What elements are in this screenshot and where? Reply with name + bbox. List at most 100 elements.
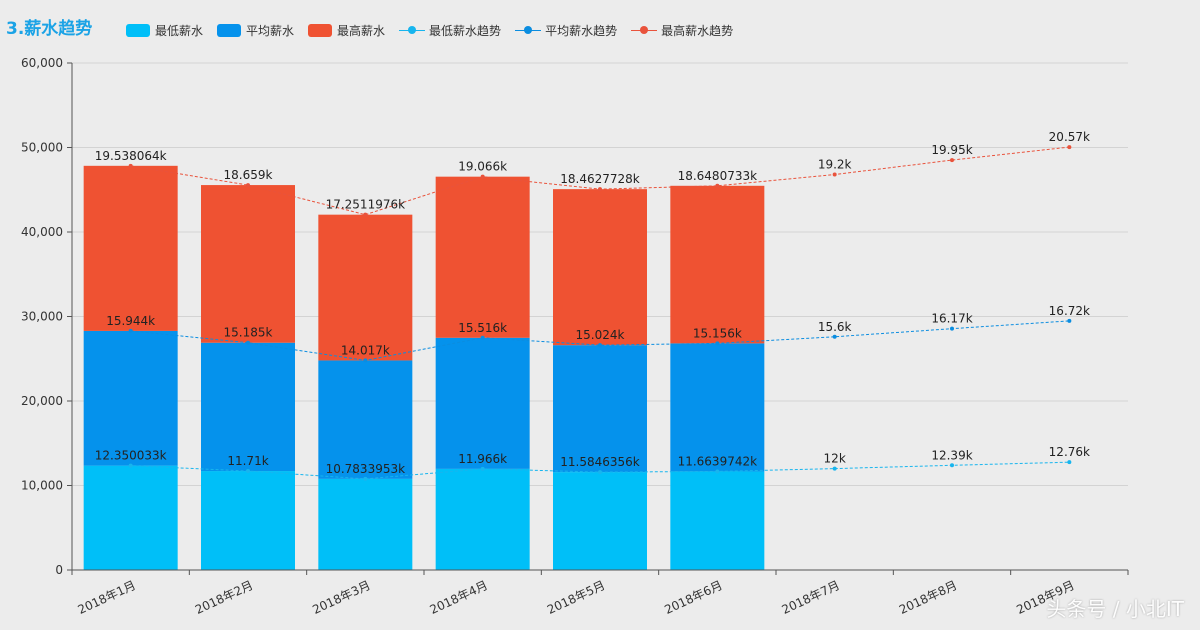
trend-point <box>363 358 368 363</box>
data-label: 14.017k <box>341 343 390 357</box>
bar-平均薪水 <box>670 343 765 472</box>
legend-item[interactable]: 最高薪水 <box>308 22 385 39</box>
trend-point <box>1067 460 1072 465</box>
y-tick-label: 30,000 <box>21 310 63 324</box>
bar-最高薪水 <box>553 189 647 346</box>
legend-item[interactable]: 平均薪水 <box>217 22 294 39</box>
trend-point <box>950 158 954 163</box>
x-tick-label: 2018年5月 <box>545 578 607 617</box>
data-label: 12k <box>824 452 846 466</box>
x-tick-label: 2018年7月 <box>780 578 842 617</box>
trend-point <box>1067 145 1072 150</box>
bar-平均薪水 <box>318 360 413 479</box>
x-tick-label: 2018年1月 <box>76 578 138 617</box>
bar-平均薪水 <box>553 345 647 473</box>
data-label: 19.066k <box>458 160 507 174</box>
trend-point <box>128 328 133 333</box>
trend-point <box>246 340 250 345</box>
bar-最低薪水 <box>553 472 647 570</box>
legend-label: 最低薪水 <box>155 24 204 38</box>
legend-item[interactable]: 最高薪水趋势 <box>631 22 733 39</box>
data-label: 15.944k <box>106 314 155 328</box>
data-label: 11.5846356k <box>560 455 640 469</box>
trend-point <box>246 183 250 188</box>
bar-最高薪水 <box>318 214 413 361</box>
y-tick-label: 50,000 <box>21 141 63 155</box>
legend-label: 平均薪水 <box>246 24 295 38</box>
trend-point <box>832 466 837 471</box>
x-tick-label: 2018年3月 <box>310 578 372 617</box>
trend-point <box>128 163 133 168</box>
y-tick-label: 10,000 <box>21 479 63 493</box>
data-label: 19.2k <box>818 158 852 172</box>
bar-最高薪水 <box>201 185 295 343</box>
x-tick-label: 2018年6月 <box>662 578 724 617</box>
data-label: 11.6639742k <box>678 454 758 468</box>
trend-point <box>832 172 837 177</box>
bar-平均薪水 <box>83 330 178 466</box>
data-label: 11.966k <box>458 452 507 466</box>
data-label: 12.350033k <box>95 449 167 463</box>
bar-最高薪水 <box>435 176 530 338</box>
trend-point <box>363 476 368 481</box>
data-label: 19.95k <box>931 143 972 157</box>
x-tick-label: 2018年4月 <box>428 578 490 617</box>
data-label: 15.024k <box>576 328 625 342</box>
trend-line <box>130 320 1070 361</box>
legend-swatch <box>515 24 542 37</box>
y-tick-label: 60,000 <box>21 56 63 70</box>
trend-point <box>246 469 250 474</box>
y-tick-label: 20,000 <box>21 394 63 408</box>
trend-point <box>363 212 368 217</box>
trend-point <box>480 335 485 340</box>
data-label: 12.76k <box>1049 445 1090 459</box>
legend-swatch <box>308 24 333 37</box>
data-label: 18.659k <box>224 168 273 182</box>
data-label: 18.4627728k <box>560 172 640 186</box>
legend-swatch <box>399 24 426 37</box>
data-label: 18.6480733k <box>678 169 758 183</box>
legend-label: 平均薪水趋势 <box>545 24 618 38</box>
data-label: 12.39k <box>931 448 972 462</box>
data-label: 15.6k <box>818 320 852 334</box>
trend-point <box>598 187 602 192</box>
data-label: 15.185k <box>224 326 273 340</box>
x-tick-label: 2018年8月 <box>897 578 959 617</box>
trend-point <box>128 463 133 468</box>
bar-最低薪水 <box>435 468 530 570</box>
legend-label: 最高薪水 <box>337 24 386 38</box>
x-tick-label: 2018年2月 <box>193 578 255 617</box>
legend: 最低薪水 平均薪水 最高薪水 最低薪水趋势 平均薪水趋势 最高薪水趋势 <box>126 22 739 39</box>
legend-swatch <box>126 24 150 37</box>
bar-平均薪水 <box>201 342 295 472</box>
trend-point <box>1067 318 1072 323</box>
data-label: 15.156k <box>693 326 742 340</box>
legend-swatch <box>631 24 658 37</box>
legend-item[interactable]: 最低薪水趋势 <box>399 22 501 39</box>
bar-最低薪水 <box>83 465 178 570</box>
trend-point <box>832 334 837 339</box>
trend-point <box>950 326 954 331</box>
data-label: 19.538064k <box>95 149 167 163</box>
data-label: 15.516k <box>458 321 507 335</box>
data-label: 16.17k <box>931 312 972 326</box>
bar-最高薪水 <box>670 185 765 344</box>
data-label: 17.2511976k <box>326 198 406 212</box>
trend-point <box>480 174 485 179</box>
legend-item[interactable]: 平均薪水趋势 <box>515 22 617 39</box>
bar-最低薪水 <box>318 478 413 570</box>
data-label: 10.7833953k <box>326 462 406 476</box>
bar-最低薪水 <box>670 471 765 570</box>
watermark: 头条号 / 小北IT <box>1046 597 1184 621</box>
trend-point <box>480 466 485 471</box>
trend-point <box>598 343 602 348</box>
y-tick-label: 0 <box>55 563 63 577</box>
trend-point <box>715 469 720 474</box>
legend-label: 最高薪水趋势 <box>661 24 734 38</box>
bar-最低薪水 <box>201 471 295 570</box>
legend-item[interactable]: 最低薪水 <box>126 22 203 39</box>
data-label: 11.71k <box>227 454 268 468</box>
trend-point <box>715 183 720 188</box>
legend-label: 最低薪水趋势 <box>429 24 502 38</box>
